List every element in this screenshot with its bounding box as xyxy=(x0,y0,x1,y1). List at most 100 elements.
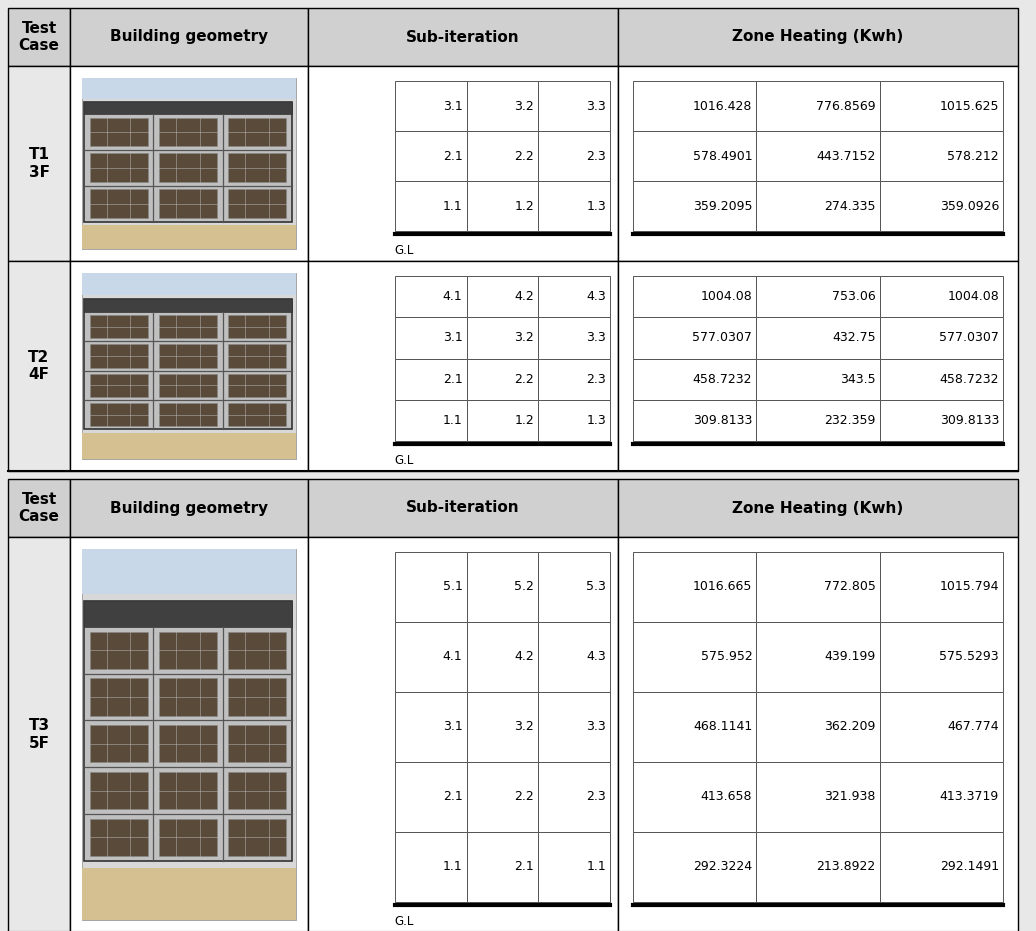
Bar xyxy=(228,154,286,182)
Bar xyxy=(618,8,1018,66)
Text: 4.1: 4.1 xyxy=(442,651,462,664)
Text: 3.2: 3.2 xyxy=(515,100,535,113)
Text: 232.359: 232.359 xyxy=(825,414,875,427)
Bar xyxy=(82,273,296,459)
Bar xyxy=(466,399,539,441)
Bar xyxy=(880,81,1003,131)
Text: 309.8133: 309.8133 xyxy=(940,414,999,427)
Bar xyxy=(880,358,1003,399)
Bar xyxy=(880,692,1003,762)
Bar xyxy=(539,358,610,399)
Bar xyxy=(82,225,296,249)
Bar xyxy=(84,101,292,222)
Bar xyxy=(466,358,539,399)
Text: 4.1: 4.1 xyxy=(442,290,462,304)
Text: 1.2: 1.2 xyxy=(515,414,535,427)
Bar xyxy=(82,78,296,99)
Bar xyxy=(308,8,618,66)
Bar xyxy=(618,261,1018,471)
Bar xyxy=(466,622,539,692)
Bar xyxy=(880,399,1003,441)
Bar xyxy=(880,131,1003,181)
Bar xyxy=(82,868,296,920)
Bar xyxy=(159,631,217,669)
Bar xyxy=(228,373,286,397)
Bar xyxy=(618,479,1018,537)
Text: 1015.794: 1015.794 xyxy=(940,581,999,593)
Text: 1.1: 1.1 xyxy=(442,860,462,873)
Bar xyxy=(395,317,466,358)
Text: 3.1: 3.1 xyxy=(442,100,462,113)
Bar xyxy=(633,832,756,902)
Text: 467.774: 467.774 xyxy=(947,721,999,734)
Bar xyxy=(466,317,539,358)
Text: 5.3: 5.3 xyxy=(586,581,606,593)
Bar xyxy=(228,403,286,426)
Bar xyxy=(756,181,880,231)
Text: 213.8922: 213.8922 xyxy=(816,860,875,873)
Text: 577.0307: 577.0307 xyxy=(939,331,999,344)
Bar xyxy=(159,315,217,339)
Text: 359.0926: 359.0926 xyxy=(940,199,999,212)
Bar xyxy=(633,762,756,832)
Bar xyxy=(466,131,539,181)
Text: 292.3224: 292.3224 xyxy=(693,860,752,873)
Bar xyxy=(70,261,308,471)
Bar xyxy=(539,552,610,622)
Bar xyxy=(756,131,880,181)
Bar xyxy=(756,552,880,622)
Bar xyxy=(8,261,70,471)
Bar xyxy=(756,317,880,358)
Text: 413.3719: 413.3719 xyxy=(940,790,999,803)
Bar xyxy=(90,189,148,218)
Bar xyxy=(756,762,880,832)
Bar xyxy=(159,189,217,218)
Bar xyxy=(618,66,1018,261)
Text: 1.1: 1.1 xyxy=(586,860,606,873)
Bar xyxy=(633,317,756,358)
Bar xyxy=(466,692,539,762)
Bar xyxy=(82,549,296,594)
Bar xyxy=(395,622,466,692)
Bar xyxy=(82,78,296,249)
Text: 309.8133: 309.8133 xyxy=(693,414,752,427)
Bar xyxy=(90,373,148,397)
Bar xyxy=(84,600,292,860)
Bar xyxy=(90,154,148,182)
Bar xyxy=(308,261,618,471)
Bar xyxy=(159,772,217,809)
Bar xyxy=(756,399,880,441)
Text: 1004.08: 1004.08 xyxy=(700,290,752,304)
Text: 1.1: 1.1 xyxy=(442,199,462,212)
Text: 577.0307: 577.0307 xyxy=(692,331,752,344)
Bar xyxy=(756,81,880,131)
Text: 2.1: 2.1 xyxy=(442,372,462,385)
Text: 458.7232: 458.7232 xyxy=(940,372,999,385)
Text: 3.3: 3.3 xyxy=(586,331,606,344)
Text: T1
3F: T1 3F xyxy=(29,147,50,180)
Text: 1016.665: 1016.665 xyxy=(693,581,752,593)
Bar xyxy=(633,276,756,317)
Text: 2.1: 2.1 xyxy=(442,790,462,803)
Bar xyxy=(82,273,296,295)
Bar xyxy=(395,131,466,181)
Bar xyxy=(756,622,880,692)
Bar xyxy=(308,66,618,261)
Text: 4.2: 4.2 xyxy=(515,651,535,664)
Text: 274.335: 274.335 xyxy=(825,199,875,212)
Bar xyxy=(90,631,148,669)
Bar xyxy=(880,317,1003,358)
Bar xyxy=(84,299,292,429)
Bar xyxy=(539,832,610,902)
Bar xyxy=(70,537,308,931)
Text: Test
Case: Test Case xyxy=(19,20,59,53)
Text: T3
5F: T3 5F xyxy=(28,719,50,750)
Bar xyxy=(466,81,539,131)
Bar xyxy=(880,276,1003,317)
Bar xyxy=(90,315,148,339)
Text: 5.1: 5.1 xyxy=(442,581,462,593)
Text: 575.952: 575.952 xyxy=(700,651,752,664)
Bar xyxy=(395,399,466,441)
Bar xyxy=(880,762,1003,832)
Text: 359.2095: 359.2095 xyxy=(693,199,752,212)
